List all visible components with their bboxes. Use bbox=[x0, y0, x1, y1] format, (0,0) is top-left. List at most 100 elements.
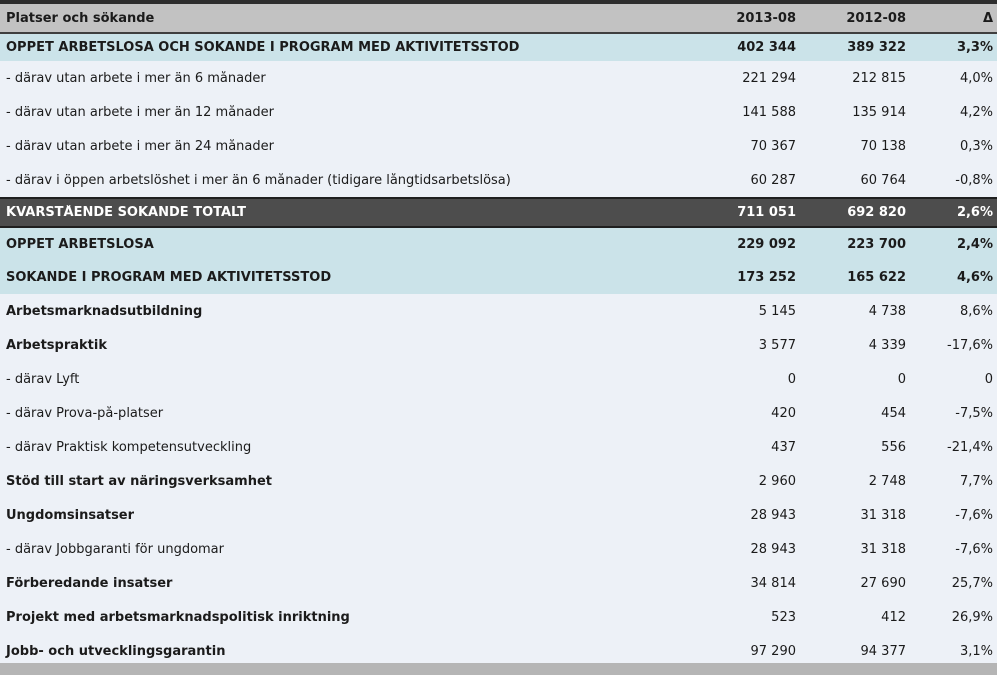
cell-delta: 2,4% bbox=[956, 237, 993, 252]
table-row: ÖPPET ARBETSLÖSA OCH SÖKANDE I PROGRAM M… bbox=[0, 34, 997, 61]
row-label: Arbetsmarknadsutbildning bbox=[6, 303, 203, 319]
table-body: ÖPPET ARBETSLÖSA OCH SÖKANDE I PROGRAM M… bbox=[0, 34, 997, 668]
cell-2012: 0 bbox=[897, 371, 906, 387]
cell-2012: 4 738 bbox=[868, 303, 906, 319]
cell-delta: -17,6% bbox=[947, 337, 993, 353]
table-row: Arbetspraktik 3 577 4 339 -17,6% bbox=[0, 328, 997, 362]
cell-2013: 97 290 bbox=[750, 643, 797, 659]
cell-2013: 28 943 bbox=[750, 507, 797, 523]
table-row: - därav utan arbete i mer än 24 månader 7… bbox=[0, 129, 997, 163]
table-row: - därav utan arbete i mer än 12 månader 1… bbox=[0, 95, 997, 129]
cell-2012: 31 318 bbox=[860, 507, 907, 523]
row-label: Stöd till start av näringsverksamhet bbox=[6, 473, 272, 489]
table-row: - därav Praktisk kompetensutveckling 437 5… bbox=[0, 430, 997, 464]
cell-2012: 223 700 bbox=[847, 237, 906, 252]
table-row: - därav Prova-på-platser 420 454 -7,5% bbox=[0, 396, 997, 430]
row-label: - därav Lyft bbox=[6, 371, 80, 387]
cell-2013: 70 367 bbox=[750, 138, 797, 154]
cell-2013: 60 287 bbox=[750, 172, 797, 188]
cell-2012: 94 377 bbox=[860, 643, 907, 659]
top-border-strip bbox=[0, 0, 997, 4]
cell-2013: 173 252 bbox=[737, 270, 796, 285]
cell-2012: 389 322 bbox=[847, 40, 906, 55]
table-row: Projekt med arbetsmarknadspolitisk inrik… bbox=[0, 600, 997, 634]
row-label: ÖPPET ARBETSLÖSA bbox=[6, 237, 154, 252]
cell-delta: 4,0% bbox=[959, 70, 993, 86]
row-label: - därav utan arbete i mer än 24 månader bbox=[6, 138, 274, 154]
cell-2012: 556 bbox=[881, 439, 906, 455]
table-row: KVARSTÅENDE SÖKANDE TOTALT 711 051 692 820… bbox=[0, 197, 997, 228]
row-label: KVARSTÅENDE SÖKANDE TOTALT bbox=[6, 205, 247, 220]
cell-2013: 2 960 bbox=[758, 473, 796, 489]
row-label: - därav Praktisk kompetensutveckling bbox=[6, 439, 252, 455]
row-label: Jobb- och utvecklingsgarantin bbox=[6, 643, 226, 659]
cell-2013: 141 588 bbox=[742, 104, 796, 120]
table-row: - därav utan arbete i mer än 6 månader 22… bbox=[0, 61, 997, 95]
table-row: Stöd till start av näringsverksamhet 2 96… bbox=[0, 464, 997, 498]
table-header-row: Platser och sökande 2013-08 2012-08 Δ bbox=[0, 4, 997, 34]
table-row: Ungdomsinsatser 28 943 31 318 -7,6% bbox=[0, 498, 997, 532]
cell-2012: 2 748 bbox=[868, 473, 906, 489]
cell-2012: 165 622 bbox=[847, 270, 906, 285]
cell-2012: 135 914 bbox=[852, 104, 906, 120]
cell-delta: 8,6% bbox=[959, 303, 993, 319]
cell-delta: 0 bbox=[984, 371, 993, 387]
cell-2012: 27 690 bbox=[860, 575, 907, 591]
cell-2013: 221 294 bbox=[742, 70, 796, 86]
row-label: Projekt med arbetsmarknadspolitisk inrik… bbox=[6, 609, 350, 625]
row-label: - därav i öppen arbetslöshet i mer än 6 … bbox=[6, 172, 511, 188]
cell-2013: 420 bbox=[771, 405, 796, 421]
cell-2013: 523 bbox=[771, 609, 796, 625]
cell-2013: 34 814 bbox=[750, 575, 797, 591]
cell-delta: 2,6% bbox=[956, 205, 993, 220]
row-label: SÖKANDE I PROGRAM MED AKTIVITETSSTÖD bbox=[6, 270, 332, 285]
column-header-title: Platser och sökande bbox=[6, 10, 155, 26]
cell-2013: 3 577 bbox=[758, 337, 796, 353]
table-row: - därav Lyft 0 0 0 bbox=[0, 362, 997, 396]
cell-2012: 454 bbox=[881, 405, 906, 421]
cell-delta: -7,5% bbox=[955, 405, 993, 421]
cell-delta: 26,9% bbox=[951, 609, 993, 625]
table-row: ÖPPET ARBETSLÖSA 229 092 223 700 2,4% bbox=[0, 228, 997, 261]
cell-2012: 60 764 bbox=[860, 172, 907, 188]
bottom-bar bbox=[0, 663, 997, 675]
cell-delta: -7,6% bbox=[955, 541, 993, 557]
cell-2012: 31 318 bbox=[860, 541, 907, 557]
row-label: Förberedande insatser bbox=[6, 575, 173, 591]
cell-delta: 0,3% bbox=[959, 138, 993, 154]
cell-delta: 4,6% bbox=[956, 270, 993, 285]
column-header-delta: Δ bbox=[982, 10, 993, 26]
statistics-table: Platser och sökande 2013-08 2012-08 Δ ÖP… bbox=[0, 4, 997, 668]
table-row: Arbetsmarknadsutbildning 5 145 4 738 8,6% bbox=[0, 294, 997, 328]
row-label: - därav utan arbete i mer än 12 månader bbox=[6, 104, 274, 120]
cell-2012: 212 815 bbox=[852, 70, 906, 86]
cell-2012: 70 138 bbox=[860, 138, 907, 154]
cell-2013: 402 344 bbox=[737, 40, 796, 55]
column-header-2013-08: 2013-08 bbox=[736, 10, 796, 26]
column-header-2012-08: 2012-08 bbox=[846, 10, 906, 26]
cell-2013: 0 bbox=[787, 371, 796, 387]
cell-delta: -7,6% bbox=[955, 507, 993, 523]
cell-2012: 4 339 bbox=[868, 337, 906, 353]
cell-2013: 28 943 bbox=[750, 541, 797, 557]
cell-delta: 25,7% bbox=[951, 575, 993, 591]
cell-2012: 692 820 bbox=[847, 205, 906, 220]
table-row: Jobb- och utvecklingsgarantin 97 290 94 37… bbox=[0, 634, 997, 668]
cell-2012: 412 bbox=[881, 609, 906, 625]
row-label: Arbetspraktik bbox=[6, 337, 107, 353]
row-label: - därav Prova-på-platser bbox=[6, 405, 164, 421]
table-row: - därav i öppen arbetslöshet i mer än 6 … bbox=[0, 163, 997, 197]
cell-delta: 3,1% bbox=[959, 643, 993, 659]
cell-2013: 437 bbox=[771, 439, 796, 455]
table-row: SÖKANDE I PROGRAM MED AKTIVITETSSTÖD 173 … bbox=[0, 261, 997, 294]
row-label: ÖPPET ARBETSLÖSA OCH SÖKANDE I PROGRAM M… bbox=[6, 40, 520, 55]
row-label: Ungdomsinsatser bbox=[6, 507, 135, 523]
cell-delta: 3,3% bbox=[956, 40, 993, 55]
cell-delta: 4,2% bbox=[959, 104, 993, 120]
cell-delta: -21,4% bbox=[947, 439, 993, 455]
cell-delta: 7,7% bbox=[959, 473, 993, 489]
cell-2013: 5 145 bbox=[758, 303, 796, 319]
row-label: - därav Jobbgaranti för ungdomar bbox=[6, 541, 224, 557]
cell-2013: 229 092 bbox=[737, 237, 796, 252]
